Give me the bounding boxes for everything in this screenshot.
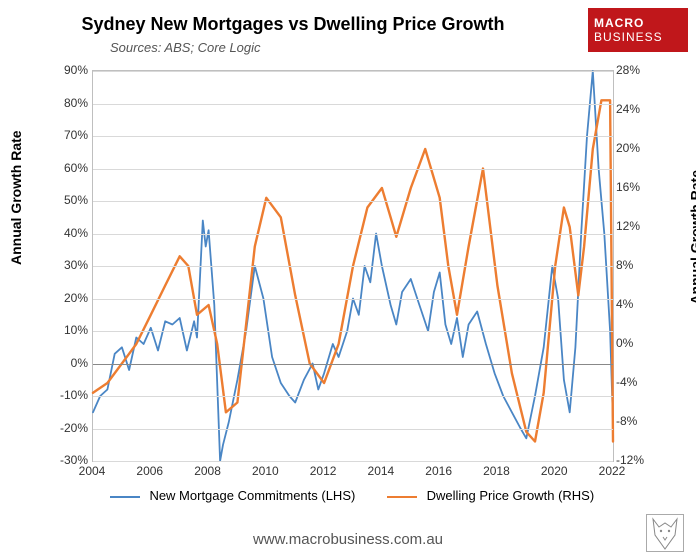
y-right-tick: 0%: [616, 336, 656, 350]
chart-subtitle: Sources: ABS; Core Logic: [110, 40, 261, 55]
plot-area: [92, 70, 614, 462]
y-right-tick: 28%: [616, 63, 656, 77]
y-right-tick: 16%: [616, 180, 656, 194]
y-right-ticks: -12%-8%-4%0%4%8%12%16%20%24%28%: [612, 70, 656, 460]
legend-item-dwelling: Dwelling Price Growth (RHS): [387, 488, 594, 503]
legend-label-mortgages: New Mortgage Commitments (LHS): [149, 488, 355, 503]
brand-logo: MACRO BUSINESS: [588, 8, 688, 52]
y-left-tick: -20%: [48, 421, 88, 435]
y-left-tick: 10%: [48, 323, 88, 337]
y-right-tick: 20%: [616, 141, 656, 155]
logo-line2: BUSINESS: [594, 30, 682, 44]
x-tick: 2004: [79, 464, 106, 478]
y-right-tick: 4%: [616, 297, 656, 311]
y-right-tick: 24%: [616, 102, 656, 116]
y-left-tick: 40%: [48, 226, 88, 240]
y-left-tick: 90%: [48, 63, 88, 77]
legend-swatch-mortgages: [110, 496, 140, 498]
y-left-ticks: -30%-20%-10%0%10%20%30%40%50%60%70%80%90…: [48, 70, 92, 460]
y-right-tick: -4%: [616, 375, 656, 389]
y-left-tick: 70%: [48, 128, 88, 142]
y-axis-right-label: Annual Growth Rate: [688, 170, 696, 305]
y-left-tick: 60%: [48, 161, 88, 175]
legend-item-mortgages: New Mortgage Commitments (LHS): [110, 488, 356, 503]
y-left-tick: 80%: [48, 96, 88, 110]
x-tick: 2016: [425, 464, 452, 478]
y-left-tick: -10%: [48, 388, 88, 402]
x-tick: 2018: [483, 464, 510, 478]
y-right-tick: 12%: [616, 219, 656, 233]
y-axis-left-label: Annual Growth Rate: [8, 130, 24, 265]
legend: New Mortgage Commitments (LHS) Dwelling …: [92, 488, 612, 503]
x-tick: 2008: [194, 464, 221, 478]
footer-url: www.macrobusiness.com.au: [0, 531, 696, 548]
y-left-tick: 50%: [48, 193, 88, 207]
x-tick: 2014: [368, 464, 395, 478]
y-right-tick: -8%: [616, 414, 656, 428]
series-dwelling_rhs: [93, 100, 613, 441]
x-tick: 2006: [136, 464, 163, 478]
x-tick: 2022: [599, 464, 626, 478]
x-ticks: 2004200620082010201220142016201820202022: [92, 460, 612, 480]
x-tick: 2012: [310, 464, 337, 478]
wolf-icon: [646, 514, 684, 552]
x-tick: 2020: [541, 464, 568, 478]
legend-swatch-dwelling: [387, 496, 417, 498]
chart-title: Sydney New Mortgages vs Dwelling Price G…: [0, 14, 586, 35]
y-left-tick: 20%: [48, 291, 88, 305]
y-right-tick: 8%: [616, 258, 656, 272]
logo-line1: MACRO: [594, 16, 682, 30]
y-left-tick: 0%: [48, 356, 88, 370]
x-tick: 2010: [252, 464, 279, 478]
y-left-tick: 30%: [48, 258, 88, 272]
legend-label-dwelling: Dwelling Price Growth (RHS): [427, 488, 595, 503]
